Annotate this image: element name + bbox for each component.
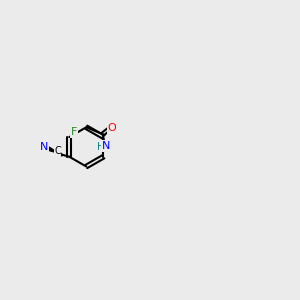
Text: N: N <box>40 142 48 152</box>
Text: N: N <box>102 141 110 151</box>
Text: O: O <box>107 123 116 134</box>
Text: F: F <box>71 128 77 137</box>
Text: H: H <box>97 142 104 152</box>
Text: C: C <box>54 146 61 156</box>
